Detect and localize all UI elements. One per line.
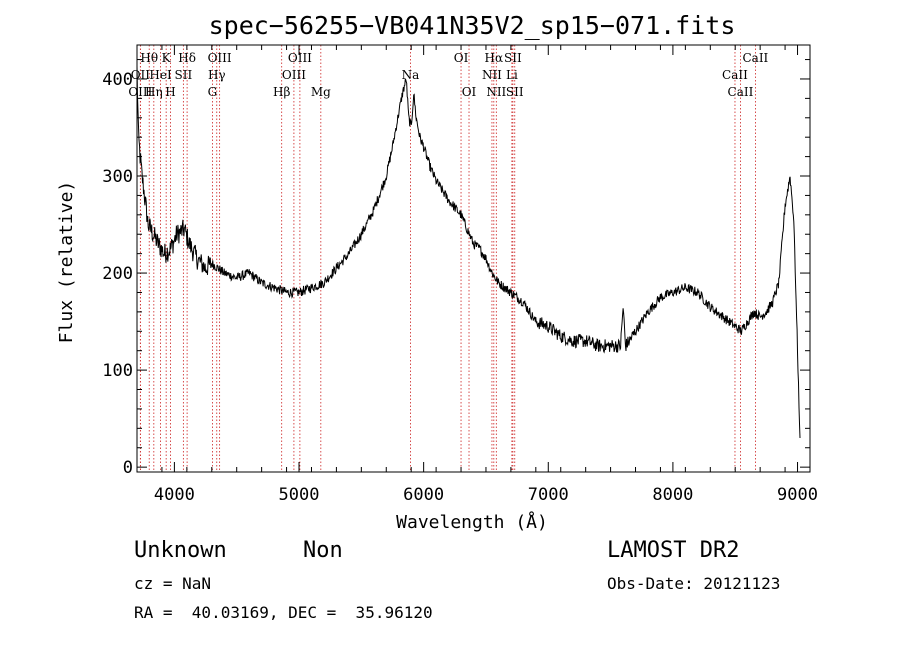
x-tick-label: 4000 bbox=[154, 485, 195, 505]
line-marker-label: NII bbox=[486, 85, 506, 99]
line-marker-label: Na bbox=[402, 68, 420, 82]
line-marker-label: SII bbox=[504, 51, 522, 65]
line-marker-label: OIII bbox=[288, 51, 312, 65]
object-class: Unknown bbox=[134, 538, 227, 563]
line-marker-label: Hθ bbox=[140, 51, 158, 65]
plot-frame bbox=[136, 44, 811, 473]
line-markers bbox=[139, 45, 756, 472]
line-marker-label: G bbox=[208, 85, 218, 99]
line-marker-label: Mg bbox=[311, 85, 331, 99]
line-marker-label: Li bbox=[506, 68, 518, 82]
y-tick-label: 200 bbox=[102, 264, 133, 284]
chart-title: spec−56255−VB041N35V2_sp15−071.fits bbox=[209, 11, 736, 40]
line-marker-label: OIII bbox=[282, 68, 306, 82]
axis-ticks: 4000 5000 6000 7000 8000 9000 0 100 200 300 400 bbox=[102, 45, 818, 505]
line-marker-label: Hγ bbox=[208, 68, 226, 82]
line-marker-label: H bbox=[165, 85, 175, 99]
spectrum-line bbox=[136, 65, 801, 439]
line-marker-label: CaII bbox=[722, 68, 748, 82]
line-marker-label: NII bbox=[482, 68, 502, 82]
survey-name: LAMOST DR2 bbox=[607, 538, 740, 563]
y-tick-label: 0 bbox=[123, 458, 133, 478]
line-marker-label: HeI bbox=[149, 68, 172, 82]
line-marker-label: OIII bbox=[128, 85, 152, 99]
x-tick-label: 9000 bbox=[777, 485, 818, 505]
x-tick-label: 8000 bbox=[652, 485, 693, 505]
line-marker-label: Hδ bbox=[178, 51, 196, 65]
object-subclass: Non bbox=[303, 538, 343, 563]
x-tick-label: 6000 bbox=[403, 485, 444, 505]
x-tick-label: 7000 bbox=[528, 485, 569, 505]
line-marker-label: SII bbox=[506, 85, 524, 99]
line-marker-label: OI bbox=[454, 51, 469, 65]
y-axis-label: Flux (relative) bbox=[56, 181, 77, 344]
x-tick-label: 5000 bbox=[279, 485, 320, 505]
y-tick-label: 400 bbox=[102, 70, 133, 90]
y-tick-label: 100 bbox=[102, 361, 133, 381]
line-marker-label: Hβ bbox=[273, 85, 290, 99]
line-marker-label: SII bbox=[175, 68, 193, 82]
redshift-readout: cz = NaN bbox=[134, 574, 212, 593]
line-marker-label: K bbox=[162, 51, 172, 65]
line-marker-label: OI bbox=[462, 85, 477, 99]
line-marker-label: OII bbox=[131, 68, 151, 82]
line-marker-label: Hα bbox=[485, 51, 504, 65]
line-marker-label: CaII bbox=[742, 51, 768, 65]
line-marker-label: Hη bbox=[145, 85, 163, 99]
observation-date: Obs-Date: 20121123 bbox=[607, 574, 781, 593]
line-marker-label: OIII bbox=[208, 51, 232, 65]
coordinates-readout: RA = 40.03169, DEC = 35.96120 bbox=[134, 603, 433, 622]
line-marker-label: CaII bbox=[728, 85, 754, 99]
x-axis-label: Wavelength (Å) bbox=[396, 511, 548, 533]
y-tick-label: 300 bbox=[102, 167, 133, 187]
